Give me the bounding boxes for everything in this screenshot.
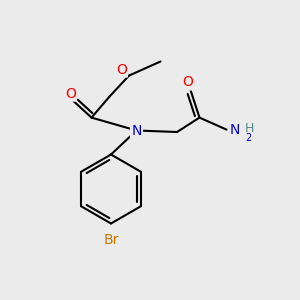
- Text: N: N: [230, 123, 241, 136]
- Text: 2: 2: [245, 133, 251, 143]
- Text: O: O: [116, 63, 127, 76]
- Text: O: O: [183, 76, 194, 89]
- Text: H: H: [245, 122, 254, 135]
- Text: N: N: [131, 124, 142, 137]
- Text: Br: Br: [103, 233, 119, 247]
- Text: O: O: [65, 87, 76, 100]
